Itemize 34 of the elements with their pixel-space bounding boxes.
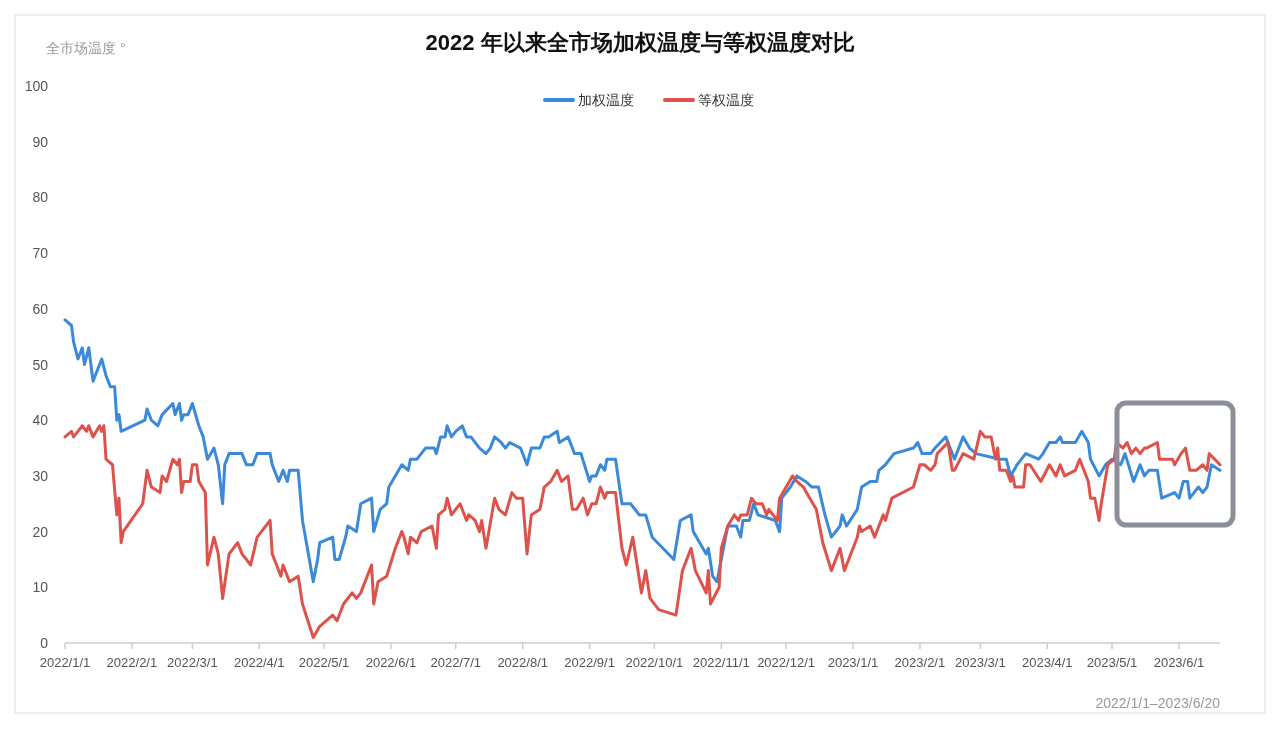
x-tick-label: 2022/12/1 bbox=[757, 655, 815, 670]
x-tick-label: 2022/9/1 bbox=[564, 655, 615, 670]
x-tick-label: 2022/3/1 bbox=[167, 655, 218, 670]
x-tick-label: 2023/4/1 bbox=[1021, 655, 1073, 670]
legend-label: 等权温度 bbox=[698, 92, 754, 108]
legend-label: 加权温度 bbox=[578, 92, 634, 108]
x-tick-label: 2022/11/1 bbox=[692, 655, 750, 670]
x-tick-label: 2022/8/1 bbox=[497, 655, 548, 670]
y-tick-label: 10 bbox=[32, 579, 49, 596]
x-tick-label: 2023/6/1 bbox=[1153, 655, 1205, 670]
y-tick-label: 60 bbox=[32, 300, 49, 317]
x-tick-label: 2022/1/1 bbox=[39, 655, 91, 670]
y-tick-label: 30 bbox=[32, 467, 49, 484]
y-tick-label: 80 bbox=[32, 189, 49, 206]
y-tick-label: 20 bbox=[32, 523, 49, 540]
y-tick-label: 70 bbox=[32, 245, 49, 262]
y-tick-label: 40 bbox=[32, 412, 49, 429]
x-tick-label: 2022/6/1 bbox=[365, 655, 417, 670]
y-tick-label: 90 bbox=[32, 133, 49, 150]
y-axis-title: 全市场温度 ° bbox=[46, 40, 126, 56]
x-tick-label: 2022/2/1 bbox=[106, 655, 158, 670]
x-tick-label: 2023/2/1 bbox=[894, 655, 946, 670]
y-tick-label: 0 bbox=[40, 635, 49, 651]
x-tick-label: 2023/1/1 bbox=[827, 655, 879, 670]
y-tick-label: 100 bbox=[24, 78, 49, 94]
x-tick-label: 2023/5/1 bbox=[1086, 655, 1138, 670]
x-tick-label: 2022/4/1 bbox=[233, 655, 285, 670]
x-tick-label: 2023/3/1 bbox=[955, 655, 1006, 670]
text: 2022/1/1–2023/6/20 bbox=[1095, 695, 1221, 711]
x-tick-label: 2022/7/1 bbox=[430, 655, 482, 670]
chart-title: 2022 年以来全市场加权温度与等权温度对比 bbox=[425, 30, 855, 55]
x-tick-label: 2022/5/1 bbox=[298, 655, 350, 670]
x-tick-label: 2022/10/1 bbox=[625, 655, 684, 670]
y-tick-label: 50 bbox=[32, 356, 49, 373]
